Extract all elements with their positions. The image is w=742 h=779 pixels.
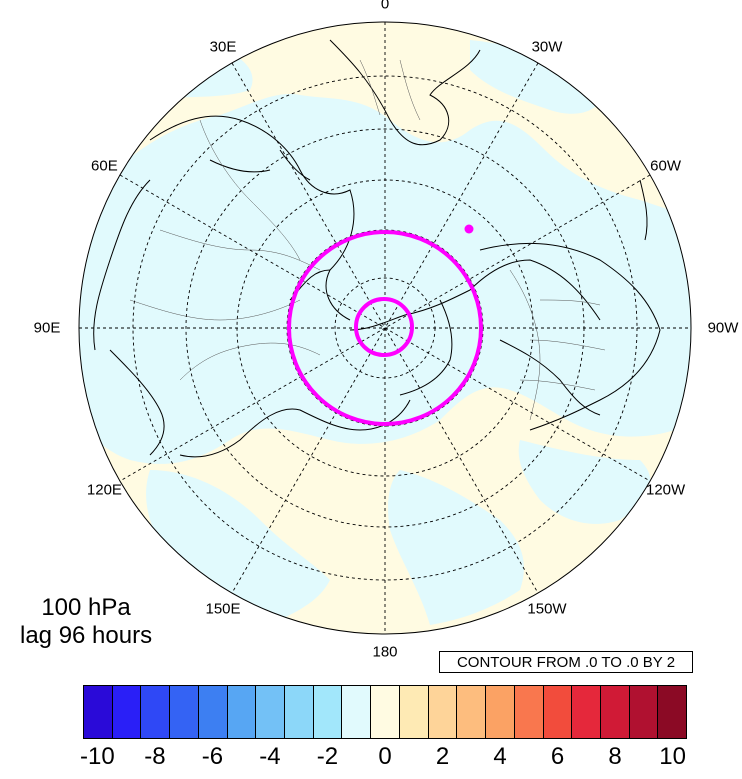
colorbar-box <box>543 686 573 738</box>
longitude-label: 60E <box>91 157 118 175</box>
title-level: 100 hPa <box>41 594 131 621</box>
colorbar-tick-label: -10 <box>80 743 115 770</box>
colorbar-tick-label: 10 <box>659 743 686 770</box>
colorbar-box <box>629 686 659 738</box>
colorbar-box <box>486 686 515 738</box>
colorbar-box <box>313 686 343 738</box>
colorbar-box <box>428 686 458 738</box>
colorbar-box <box>371 686 400 738</box>
colorbar-box <box>342 686 372 738</box>
colorbar-box <box>141 686 171 738</box>
contour-ring-outer <box>287 230 483 426</box>
graticule <box>79 22 691 634</box>
colorbar-tick-label: 8 <box>608 743 622 770</box>
colorbar-box <box>285 686 314 738</box>
contour-dot <box>464 224 474 234</box>
colorbar-box <box>600 686 630 738</box>
colorbar-box <box>658 686 687 738</box>
longitude-label: 60W <box>650 157 681 175</box>
longitude-label: 120W <box>645 481 686 499</box>
colorbar-tick-label: 6 <box>550 743 565 770</box>
colorbar-box <box>256 686 286 738</box>
zero-contours <box>287 230 483 426</box>
longitude-label: 150E <box>205 600 241 618</box>
colorbar-tick-label: 4 <box>493 743 507 770</box>
longitude-label: 150W <box>527 600 567 618</box>
colorbar-box <box>514 686 544 738</box>
colorbar-tick-label: 0 <box>378 743 392 770</box>
colorbar-tick-label: -8 <box>144 743 166 770</box>
country-borders <box>129 59 606 421</box>
colorbar-box <box>84 686 113 738</box>
colorbar-tick-label: -4 <box>259 743 281 770</box>
title-lag: lag 96 hours <box>20 622 153 649</box>
colorbar-box <box>112 686 142 738</box>
colorbar-tick-label: -6 <box>201 743 224 770</box>
longitude-label: 180 <box>372 643 398 661</box>
longitude-label: 30E <box>209 38 237 56</box>
contour-ring-inner <box>354 297 414 357</box>
colorbar-box <box>457 686 487 738</box>
coastlines <box>93 39 661 458</box>
longitude-label: 0 <box>380 0 390 13</box>
longitude-label: 90W <box>707 319 739 337</box>
colorbar-box <box>227 686 257 738</box>
colorbar-tick-label: -2 <box>316 743 339 770</box>
map-boundary <box>78 21 692 635</box>
colorbar-box <box>572 686 601 738</box>
longitude-label: 120E <box>86 481 122 499</box>
colorbar-box <box>170 686 199 738</box>
colorbar-tick-label: 2 <box>435 743 450 770</box>
colorbar <box>83 685 687 739</box>
longitude-label: 90E <box>33 319 61 337</box>
plot-title: 100 hPa lag 96 hours <box>20 594 152 650</box>
negative-anomaly-regions <box>79 40 691 625</box>
contour-info-box: CONTOUR FROM .0 TO .0 BY 2 <box>439 651 693 673</box>
colorbar-box <box>399 686 429 738</box>
colorbar-box <box>198 686 228 738</box>
longitude-label: 30W <box>531 38 563 56</box>
